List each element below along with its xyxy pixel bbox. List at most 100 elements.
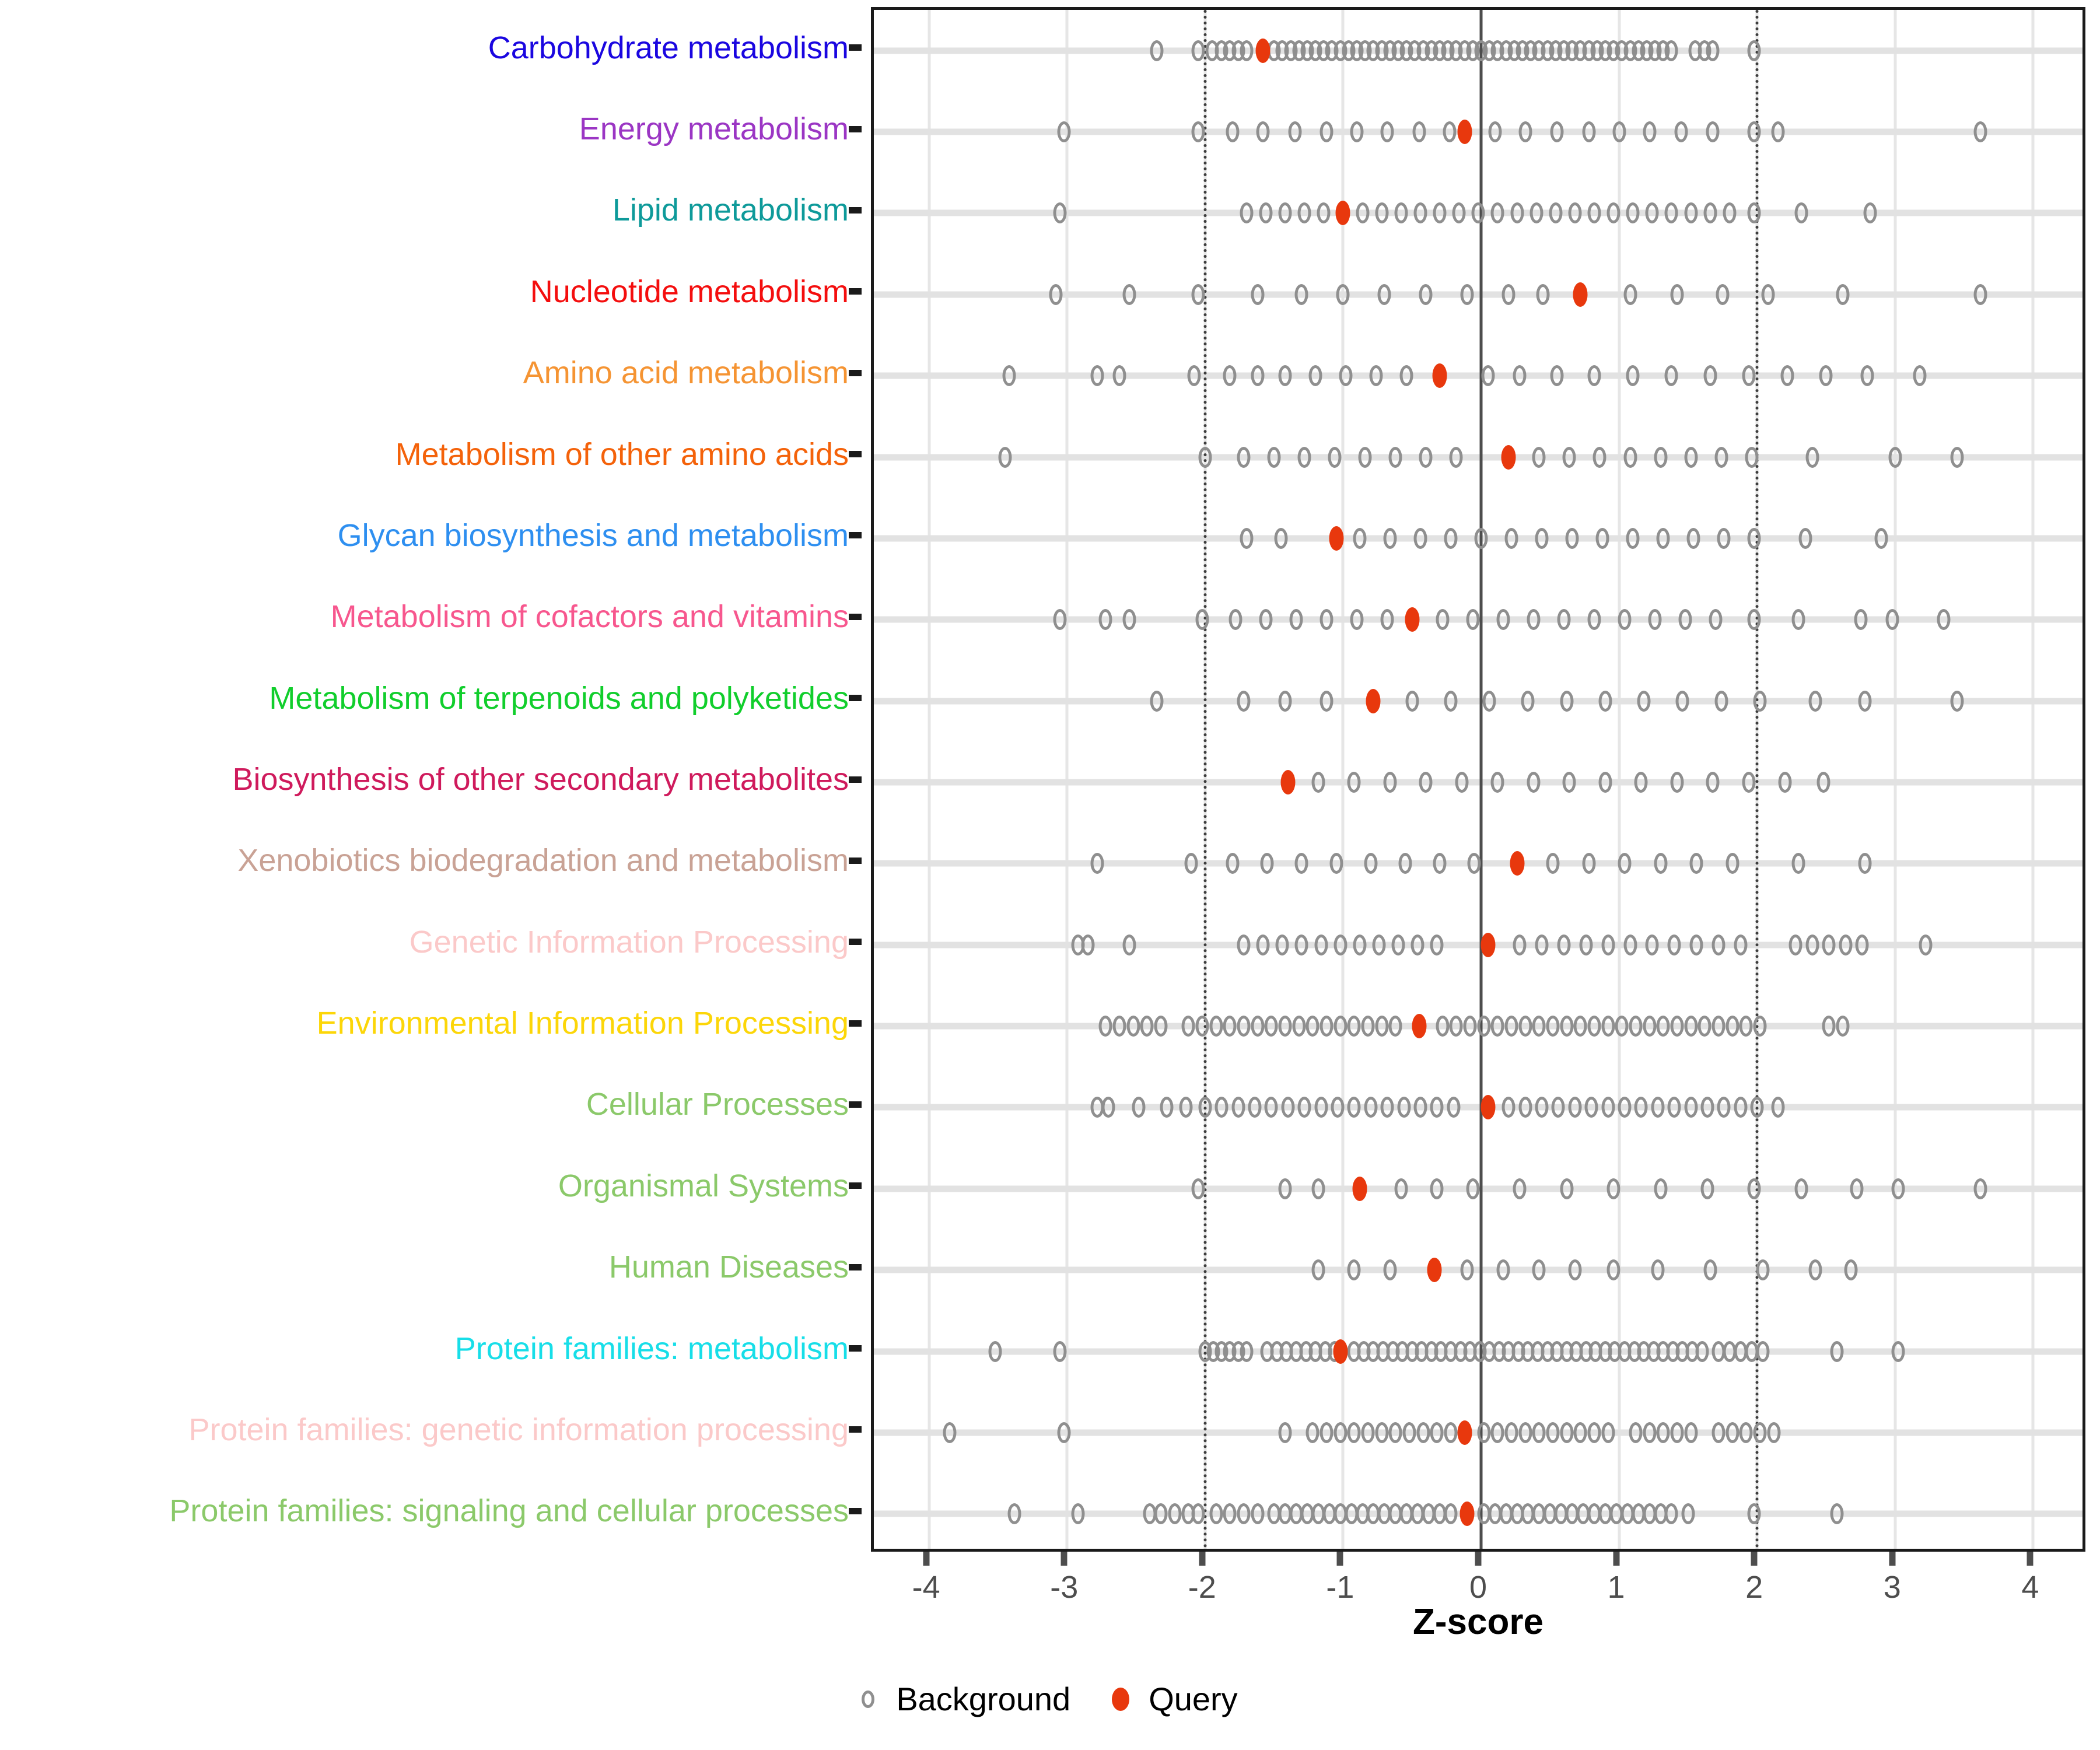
horizontal-gridline [874, 698, 2082, 705]
background-point [1449, 446, 1463, 468]
legend-item-background: Background [840, 1680, 1093, 1718]
background-point [1587, 1422, 1601, 1443]
background-point [1546, 1422, 1560, 1443]
background-point [1372, 934, 1386, 956]
background-point [1874, 527, 1888, 549]
background-point [1753, 1422, 1767, 1443]
background-point [1228, 609, 1242, 631]
background-point [1154, 1016, 1168, 1037]
query-point [1573, 282, 1588, 307]
background-point [1477, 1016, 1491, 1037]
background-point [1195, 1016, 1209, 1037]
x-axis-tick [1336, 1552, 1343, 1566]
background-point [1191, 40, 1205, 61]
y-axis-tick [849, 1507, 862, 1514]
background-point [1132, 1097, 1146, 1118]
background-point [1347, 772, 1361, 793]
background-point [1623, 934, 1637, 956]
background-point [1336, 284, 1350, 305]
background-point [1198, 446, 1212, 468]
background-point [1412, 121, 1426, 143]
y-axis-tick [849, 857, 862, 864]
y-axis-tick [849, 369, 862, 376]
background-point [1226, 121, 1240, 143]
background-point [1550, 121, 1564, 143]
background-point [1444, 1503, 1458, 1525]
background-point [1098, 609, 1112, 631]
y-axis-tick [849, 1426, 862, 1433]
background-point [1858, 853, 1872, 874]
y-axis-label: Xenobiotics biodegradation and metabolis… [237, 843, 849, 878]
background-point [1314, 934, 1328, 956]
query-point [1460, 1502, 1475, 1527]
background-point [1937, 609, 1951, 631]
background-point [1557, 609, 1571, 631]
y-axis-tick [849, 1020, 862, 1027]
background-point [1278, 1422, 1292, 1443]
background-point [1546, 853, 1560, 874]
background-point [1860, 365, 1874, 387]
background-point [1430, 1178, 1444, 1199]
y-axis-label: Human Diseases [608, 1250, 849, 1285]
background-point [1723, 202, 1737, 224]
background-point [1150, 690, 1164, 712]
y-axis-label: Lipid metabolism [612, 192, 849, 228]
background-point [1670, 1016, 1684, 1037]
background-point [1181, 1016, 1195, 1037]
background-point [1474, 527, 1488, 549]
background-point [1160, 1097, 1174, 1118]
y-axis-label: Environmental Information Processing [316, 1006, 849, 1041]
background-point [1122, 284, 1136, 305]
background-point [1081, 934, 1095, 956]
background-point [1643, 1422, 1657, 1443]
background-point [1664, 1503, 1678, 1525]
background-point [1778, 772, 1791, 793]
background-point [1477, 1422, 1491, 1443]
background-point [1753, 1016, 1767, 1037]
background-point [1700, 1097, 1714, 1118]
background-point [1191, 121, 1205, 143]
background-point [1651, 1097, 1665, 1118]
background-point [1090, 365, 1104, 387]
background-point [1256, 934, 1270, 956]
background-point [1568, 1097, 1582, 1118]
background-point [1292, 1016, 1306, 1037]
query-point [1480, 932, 1496, 957]
x-axis-tick-label: -3 [1050, 1570, 1079, 1605]
background-point [1645, 202, 1659, 224]
background-point [1830, 1340, 1844, 1362]
background-point [1430, 1422, 1444, 1443]
background-point [1388, 1422, 1402, 1443]
background-point [1626, 202, 1640, 224]
background-point [1237, 690, 1251, 712]
background-point [1557, 934, 1571, 956]
horizontal-gridline [874, 291, 2082, 298]
background-point [1618, 609, 1632, 631]
background-point [1532, 1259, 1546, 1281]
background-point [1839, 934, 1853, 956]
chart-legend: Background Query [0, 1680, 2100, 1718]
background-point [1891, 1178, 1905, 1199]
background-point [1618, 853, 1632, 874]
background-point [1007, 1503, 1021, 1525]
background-point [1350, 609, 1364, 631]
background-point [1356, 202, 1370, 224]
background-point [1237, 1503, 1251, 1525]
background-point [1601, 934, 1615, 956]
background-point [1264, 1097, 1278, 1118]
background-point [1191, 1503, 1205, 1525]
background-point [1756, 1259, 1770, 1281]
background-point [1527, 609, 1541, 631]
background-point [1306, 1422, 1320, 1443]
background-point [1634, 1097, 1648, 1118]
background-point [1739, 1422, 1753, 1443]
background-point [1686, 527, 1700, 549]
background-point [1380, 1097, 1394, 1118]
horizontal-gridline [874, 372, 2082, 379]
background-point [1214, 1097, 1228, 1118]
background-point [1726, 1016, 1740, 1037]
background-point [1717, 1097, 1731, 1118]
background-point [1822, 934, 1836, 956]
background-point [1311, 1259, 1325, 1281]
background-point [1098, 1016, 1112, 1037]
